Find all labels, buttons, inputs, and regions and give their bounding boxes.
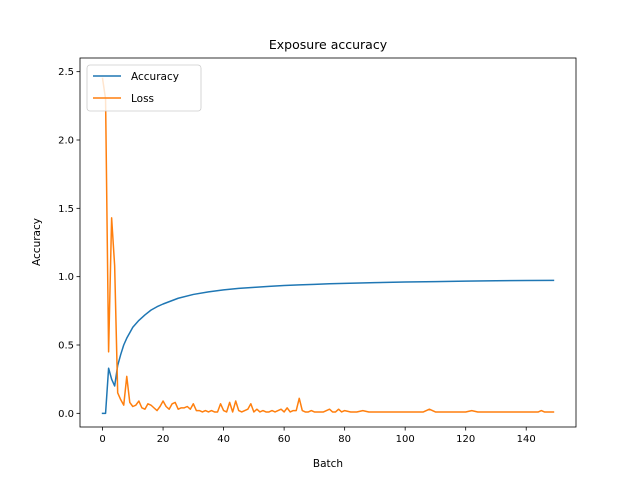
x-tick-label: 80 bbox=[338, 434, 351, 445]
x-tick-label: 140 bbox=[517, 434, 536, 445]
y-tick-label: 2.5 bbox=[58, 67, 74, 78]
y-tick-label: 2.0 bbox=[58, 136, 74, 147]
chart-title: Exposure accuracy bbox=[269, 37, 388, 52]
y-axis-ticks: 0.0 0.5 1.0 1.5 2.0 2.5 bbox=[58, 67, 80, 420]
legend-label-loss: Loss bbox=[131, 93, 154, 105]
x-tick-label: 100 bbox=[396, 434, 415, 445]
x-tick-label: 120 bbox=[456, 434, 475, 445]
legend: Accuracy Loss bbox=[86, 64, 202, 112]
x-axis-label: Batch bbox=[313, 458, 343, 470]
x-tick-label: 60 bbox=[278, 434, 291, 445]
axes-frame bbox=[79, 57, 577, 428]
plot-area: 0 20 40 60 80 100 120 140 0.0 0.5 1.0 1.5 2.0 2.5 bbox=[58, 57, 577, 445]
x-tick-label: 40 bbox=[217, 434, 230, 445]
series-layer bbox=[101, 77, 555, 415]
y-axis-label: Accuracy bbox=[31, 218, 43, 266]
y-tick-label: 1.0 bbox=[58, 272, 74, 283]
series-line-loss bbox=[101, 77, 555, 413]
y-tick-label: 0.0 bbox=[58, 409, 74, 420]
series-line-accuracy bbox=[101, 279, 555, 415]
y-tick-label: 0.5 bbox=[58, 341, 74, 352]
y-tick-label: 1.5 bbox=[58, 204, 74, 215]
x-tick-label: 0 bbox=[99, 434, 105, 445]
legend-label-accuracy: Accuracy bbox=[131, 71, 179, 83]
x-axis-ticks: 0 20 40 60 80 100 120 140 bbox=[99, 427, 536, 445]
x-tick-label: 20 bbox=[157, 434, 170, 445]
legend-items: Accuracy Loss bbox=[93, 71, 179, 105]
